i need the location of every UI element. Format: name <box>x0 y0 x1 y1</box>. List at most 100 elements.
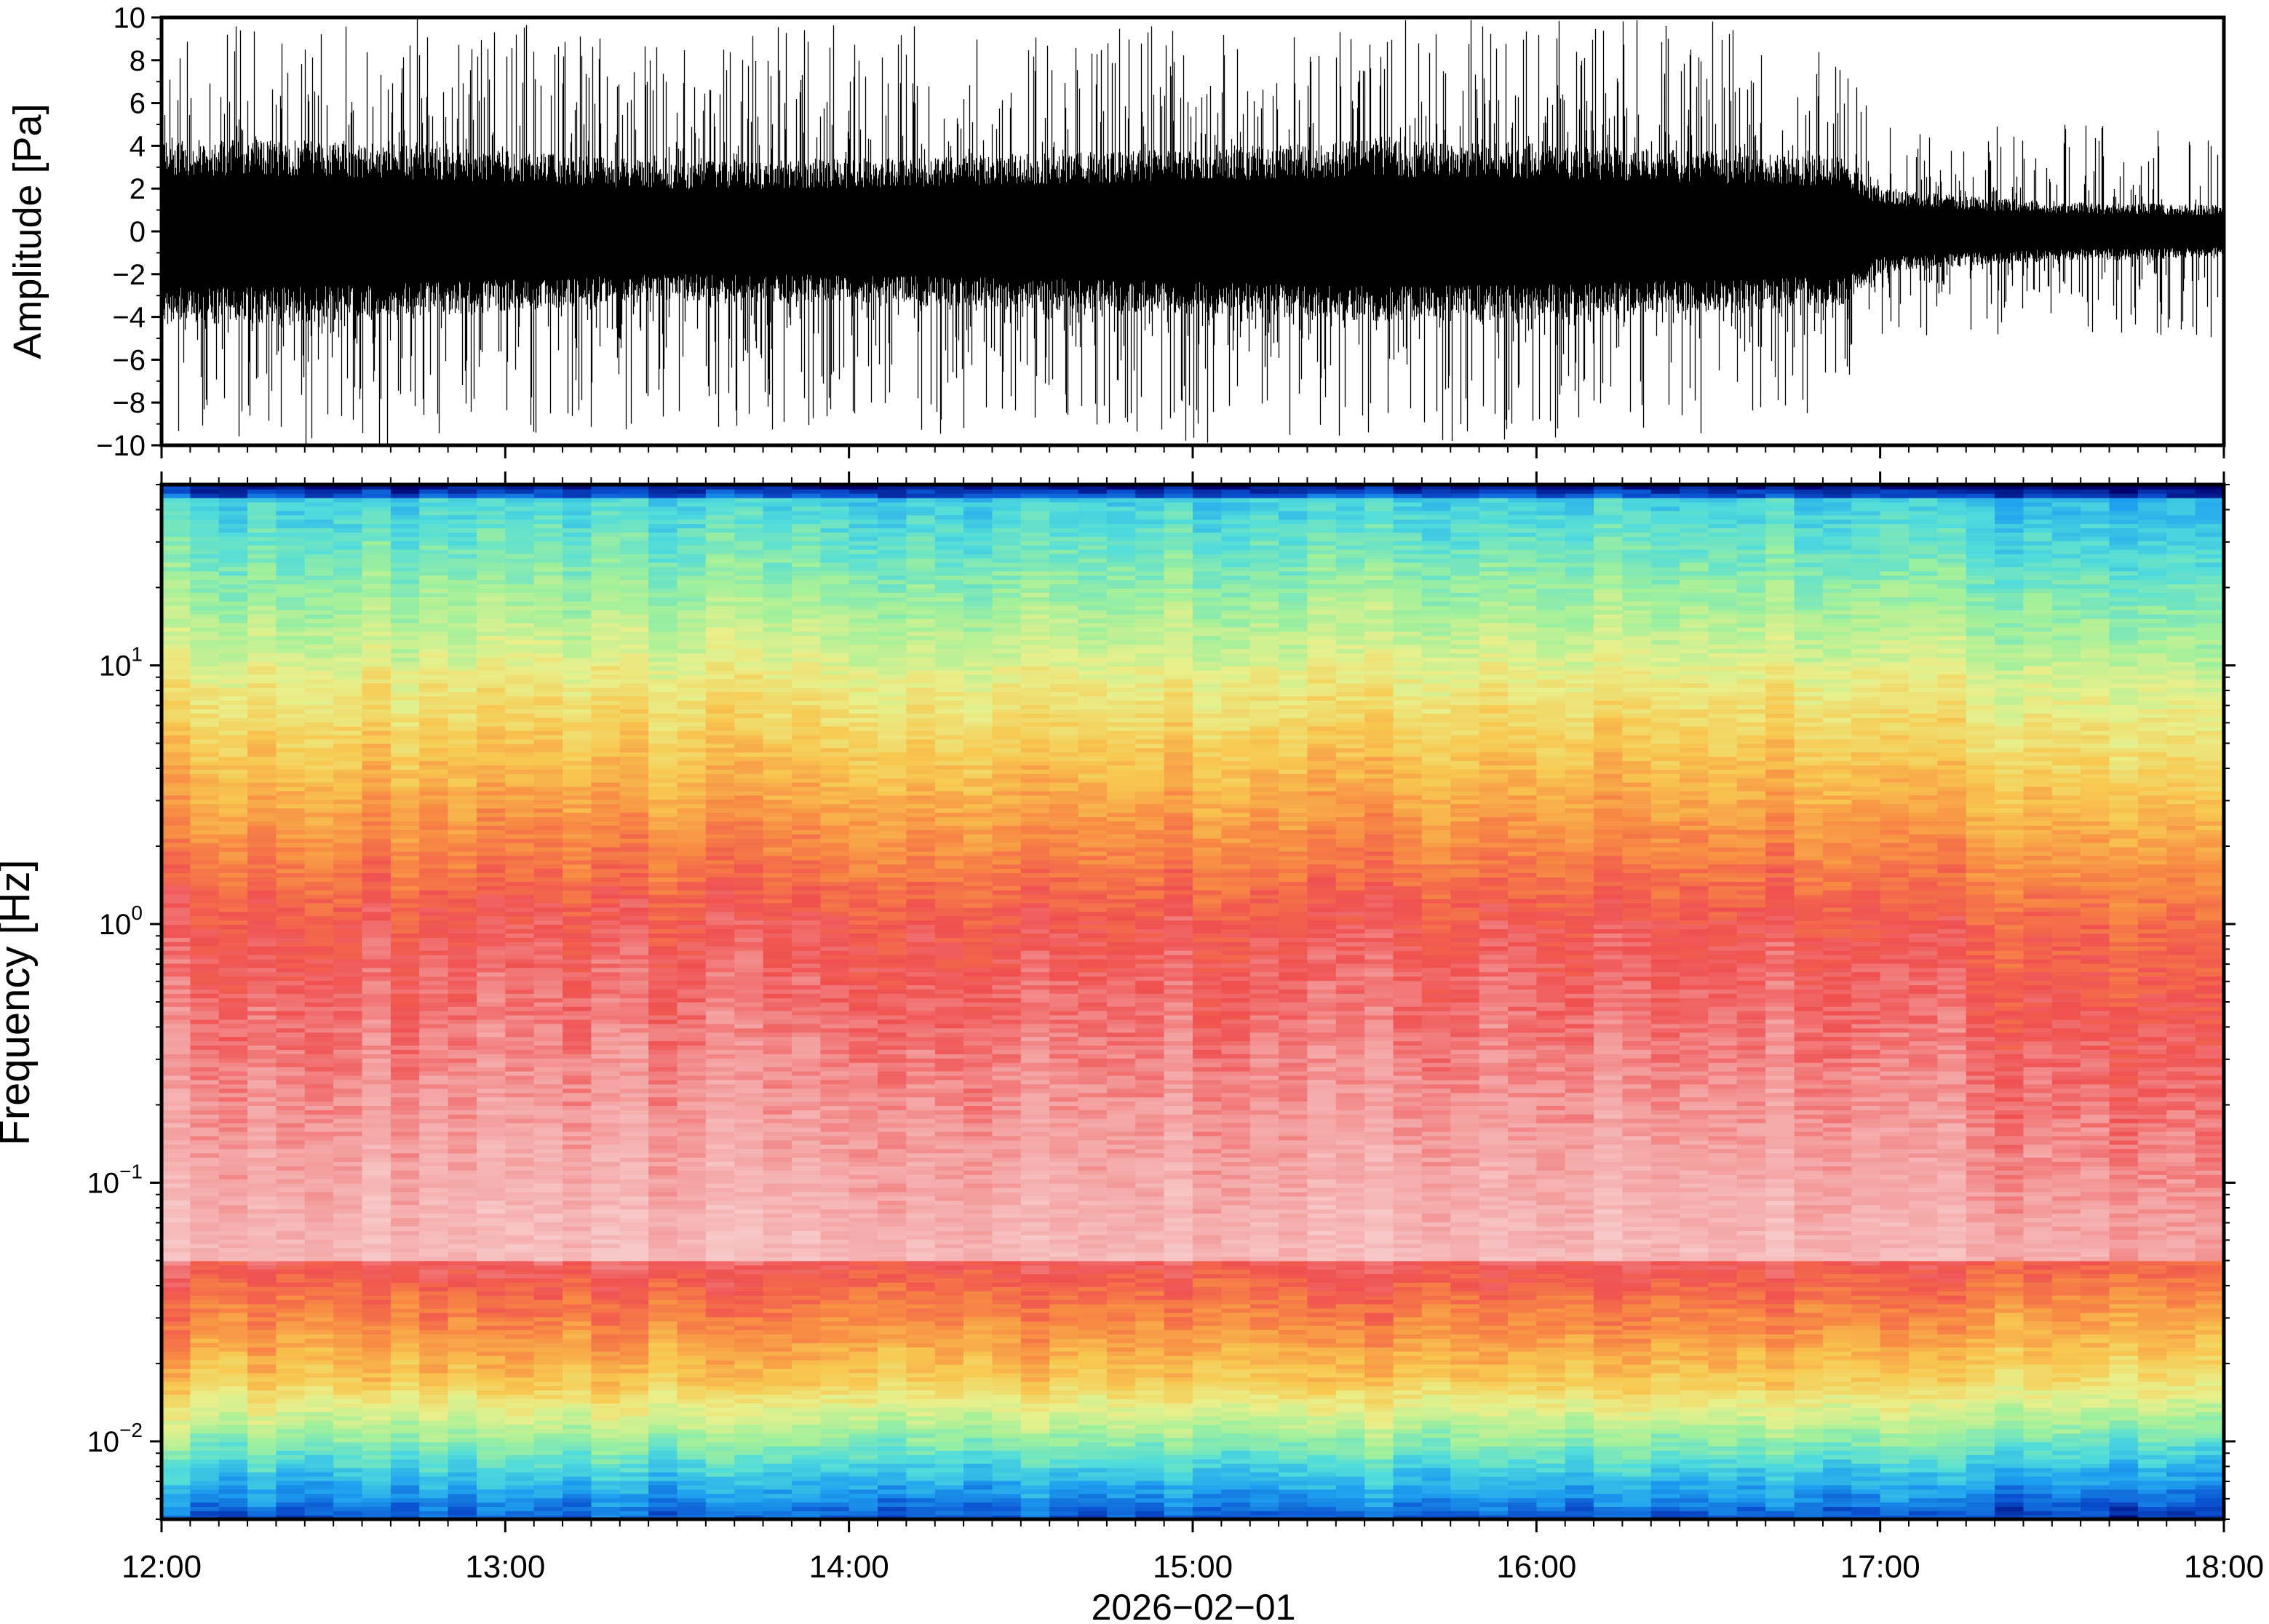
spectrogram-cell <box>677 1062 707 1067</box>
spectrogram-cell <box>333 829 363 835</box>
spectrogram-cell <box>591 864 621 869</box>
spectrogram-cell <box>276 1092 306 1098</box>
spectrogram-cell <box>476 1153 506 1158</box>
spectrogram-cell <box>419 1238 449 1244</box>
spectrogram-cell <box>162 570 191 576</box>
spectrogram-cell <box>677 1338 707 1343</box>
spectrogram-cell <box>333 557 363 563</box>
spectrogram-cell <box>218 1273 248 1278</box>
spectrogram-cell <box>591 1282 621 1287</box>
spectrogram-cell <box>505 821 535 826</box>
spectrogram-cell <box>677 1195 707 1201</box>
spectrogram-cell <box>648 954 678 960</box>
spectrogram-cell <box>734 1372 764 1378</box>
spectrogram-cell <box>162 1316 191 1322</box>
spectrogram-cell <box>705 773 736 779</box>
spectrogram-cell <box>304 1282 334 1287</box>
spectrogram-cell <box>619 881 649 886</box>
spectrogram-cell <box>419 971 449 977</box>
spectrogram-cell <box>190 898 220 904</box>
spectrogram-cell <box>190 485 220 490</box>
spectrogram-cell <box>648 1411 678 1417</box>
spectrogram-cell <box>505 851 535 856</box>
spectrogram-cell <box>505 1058 535 1063</box>
spectrogram-cell <box>563 1368 592 1374</box>
spectrogram-cell <box>218 674 248 680</box>
spectrogram-cell <box>390 786 421 792</box>
spectrogram-cell <box>276 1222 306 1227</box>
spectrogram-cell <box>533 1260 563 1266</box>
spectrogram-cell <box>333 1359 363 1365</box>
spectrogram-cell <box>247 1450 277 1455</box>
spectrogram-cell <box>505 653 535 658</box>
spectrogram-cell <box>276 653 306 658</box>
spectrogram-cell <box>333 597 363 602</box>
spectrogram-cell <box>448 739 477 744</box>
spectrogram-cell <box>333 1200 363 1206</box>
spectrogram-cell <box>276 1502 306 1508</box>
spectrogram-cell <box>333 1040 363 1046</box>
spectrogram-cell <box>276 1338 306 1343</box>
spectrogram-cell <box>677 1303 707 1309</box>
spectrogram-cell <box>162 989 191 994</box>
spectrogram-cell <box>619 669 649 675</box>
spectrogram-cell <box>390 1019 421 1024</box>
spectrogram-cell <box>218 1045 248 1050</box>
spectrogram-cell <box>619 1372 649 1378</box>
spectrogram-cell <box>390 1493 421 1499</box>
spectrogram-cell <box>505 1454 535 1460</box>
spectrogram-cell <box>333 1368 363 1374</box>
spectrogram-cell <box>505 626 535 632</box>
spectrogram-cell <box>276 859 306 865</box>
spectrogram-cell <box>247 1006 277 1011</box>
spectrogram-cell <box>304 825 334 830</box>
spectrogram-cell <box>362 1420 392 1425</box>
spectrogram-cell <box>390 1014 421 1020</box>
spectrogram-cell <box>276 704 306 709</box>
spectrogram-cell <box>276 1269 306 1275</box>
spectrogram-cell <box>563 734 592 740</box>
spectrogram-cell <box>476 1273 506 1278</box>
spectrogram-cell <box>162 859 191 865</box>
spectrogram-cell <box>304 1515 334 1520</box>
spectrogram-cell <box>533 752 563 757</box>
spectrogram-cell <box>190 1347 220 1352</box>
spectrogram-cell <box>218 657 248 662</box>
spectrogram-cell <box>247 1471 277 1477</box>
spectrogram-cell <box>333 635 363 641</box>
spectrogram-cell <box>677 1226 707 1231</box>
spectrogram-cell <box>533 1027 563 1033</box>
spectrogram-cell <box>563 795 592 800</box>
spectrogram-cell <box>333 648 363 653</box>
spectrogram-cell <box>619 1088 649 1094</box>
spectrogram-cell <box>505 1364 535 1369</box>
spectrogram-cell <box>619 1506 649 1511</box>
spectrogram-cell <box>705 488 736 494</box>
spectrogram-cell <box>362 510 392 516</box>
spectrogram-cell <box>648 928 678 934</box>
spectrogram-cell <box>533 958 563 964</box>
spectrogram-cell <box>533 1406 563 1412</box>
spectrogram-cell <box>648 506 678 512</box>
spectrogram-cell <box>476 1506 506 1511</box>
spectrogram-cell <box>304 756 334 761</box>
spectrogram-cell <box>162 1307 191 1313</box>
spectrogram-cell <box>563 1450 592 1455</box>
spectrogram-cell <box>476 1101 506 1106</box>
spectrogram-cell <box>591 1195 621 1201</box>
spectrogram-cell <box>648 1032 678 1038</box>
spectrogram-cell <box>705 984 736 990</box>
spectrogram-cell <box>505 1161 535 1166</box>
spectrogram-cell <box>448 915 477 921</box>
spectrogram-cell <box>419 868 449 874</box>
spectrogram-cell <box>419 855 449 861</box>
spectrogram-cell <box>419 1459 449 1464</box>
spectrogram-cell <box>563 1070 592 1076</box>
spectrogram-cell <box>390 803 421 809</box>
waveform-y-tick-label: −10 <box>96 430 146 462</box>
spectrogram-cell <box>304 1139 334 1145</box>
spectrogram-cell <box>162 1234 191 1240</box>
spectrogram-cell <box>591 1019 621 1024</box>
spectrogram-cell <box>705 678 736 684</box>
spectrogram-cell <box>705 1350 736 1356</box>
